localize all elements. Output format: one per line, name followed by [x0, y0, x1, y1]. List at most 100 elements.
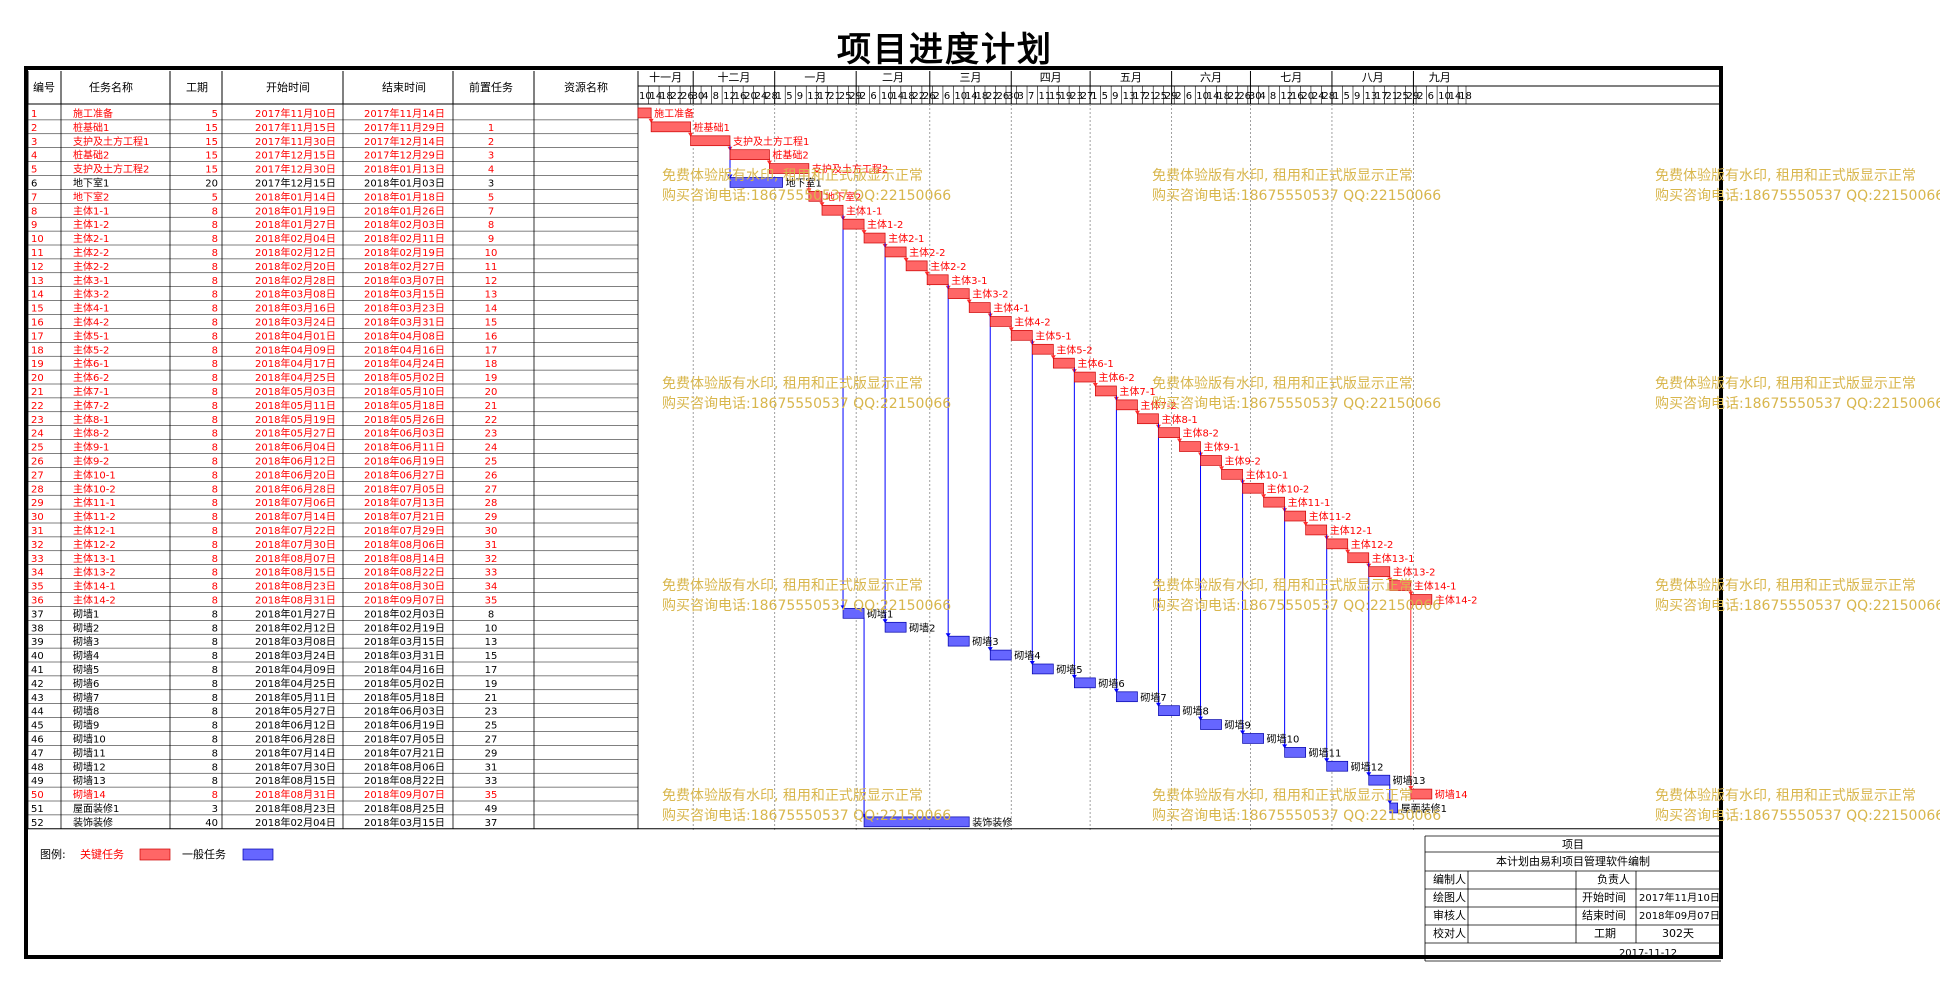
dependency-arrow	[1092, 383, 1098, 387]
task-id: 51	[31, 804, 44, 815]
task-end: 2018年02月11日	[364, 232, 445, 245]
task-bar	[905, 260, 928, 272]
task-end: 2018年02月03日	[364, 218, 445, 231]
task-end: 2018年04月24日	[364, 357, 445, 370]
task-duration: 15	[205, 165, 218, 176]
day-tick-label: 22	[1228, 91, 1241, 102]
day-tick-label: 30	[692, 91, 705, 102]
task-name: 砌墙5	[73, 663, 99, 676]
task-start: 2018年02月20日	[255, 260, 336, 273]
watermark-line-2: 购买咨询电话:18675550537 QQ:22150066	[662, 808, 951, 824]
task-id: 2	[31, 123, 37, 134]
task-id: 50	[31, 790, 44, 801]
task-start: 2018年08月23日	[255, 802, 336, 815]
task-duration: 8	[212, 707, 218, 718]
task-predecessor: 19	[485, 373, 498, 384]
dependency-arrow	[1134, 410, 1140, 415]
task-duration: 8	[212, 762, 218, 773]
task-bar-label: 主体12-2	[1351, 539, 1394, 551]
day-tick-label: 24	[1312, 91, 1325, 102]
task-start: 2018年06月28日	[255, 732, 336, 745]
task-start: 2018年04月01日	[255, 329, 336, 342]
watermark-line-1: 免费体验版有水印, 租用和正式版显示正常	[1152, 578, 1413, 594]
task-bar-label: 砌墙4	[1014, 649, 1040, 662]
dependency-arrow	[1050, 355, 1056, 360]
task-bar-label: 主体5-2	[1056, 344, 1092, 356]
day-tick-label: 20	[744, 91, 757, 102]
info-start-value: 2017年11月10日	[1639, 891, 1720, 904]
task-bar-label: 砌墙5	[1056, 663, 1082, 676]
task-id: 20	[31, 373, 44, 384]
day-tick-label: 27	[1081, 91, 1094, 102]
task-end: 2018年09月07日	[364, 788, 445, 801]
task-predecessor: 21	[485, 693, 498, 704]
task-predecessor: 31	[485, 762, 498, 773]
task-duration: 8	[212, 248, 218, 259]
task-predecessor: 8	[488, 220, 494, 231]
dependency-arrow	[727, 174, 733, 179]
task-predecessor: 12	[485, 276, 498, 287]
task-duration: 8	[212, 331, 218, 342]
dependency-arrow	[806, 188, 812, 193]
task-start: 2018年04月17日	[255, 357, 336, 370]
watermark-line-2: 购买咨询电话:18675550537 QQ:22150066	[1655, 396, 1940, 412]
task-predecessor: 15	[485, 651, 498, 662]
day-tick-label: 29	[849, 91, 862, 102]
task-duration: 5	[212, 192, 218, 203]
task-predecessor: 10	[485, 248, 498, 259]
task-end: 2018年04月16日	[364, 663, 445, 676]
task-name: 支护及土方工程2	[73, 163, 149, 176]
task-duration: 8	[212, 790, 218, 801]
legend-label: 图例:	[40, 847, 66, 861]
task-start: 2018年05月11日	[255, 399, 336, 412]
watermark-line-2: 购买咨询电话:18675550537 QQ:22150066	[662, 396, 951, 412]
task-predecessor: 9	[488, 234, 494, 245]
task-duration: 8	[212, 387, 218, 398]
task-duration: 8	[212, 470, 218, 481]
task-bar-label: 砌墙9	[1225, 719, 1251, 732]
task-id: 31	[31, 526, 44, 537]
task-end: 2018年03月23日	[364, 302, 445, 315]
task-bar-label: 砌墙6	[1098, 677, 1124, 690]
task-bar-label: 主体10-2	[1267, 483, 1310, 495]
task-name: 支护及土方工程1	[73, 135, 149, 148]
dependency-arrow	[1387, 800, 1393, 804]
task-duration: 8	[212, 540, 218, 551]
task-duration: 8	[212, 568, 218, 579]
task-predecessor: 10	[485, 623, 498, 634]
day-tick-label: 6	[1428, 91, 1434, 102]
task-duration: 8	[212, 679, 218, 690]
task-predecessor: 24	[485, 443, 498, 454]
task-id: 16	[31, 317, 44, 328]
task-end: 2017年12月14日	[364, 135, 445, 148]
day-tick-label: 26	[996, 91, 1009, 102]
task-duration: 8	[212, 373, 218, 384]
task-start: 2018年01月19日	[255, 204, 336, 217]
task-name: 主体7-1	[73, 386, 109, 398]
task-start: 2018年07月14日	[255, 746, 336, 759]
day-tick-label: 10	[1196, 91, 1209, 102]
task-name: 砌墙3	[73, 635, 99, 648]
task-name: 砌墙12	[73, 760, 106, 773]
task-predecessor: 23	[485, 429, 498, 440]
task-id: 27	[31, 470, 44, 481]
task-duration: 8	[212, 345, 218, 356]
task-bar	[821, 204, 844, 216]
task-end: 2018年07月05日	[364, 482, 445, 495]
task-id: 39	[31, 637, 44, 648]
day-tick-label: 18	[1459, 91, 1472, 102]
task-bar	[863, 232, 886, 244]
task-start: 2017年12月30日	[255, 163, 336, 176]
task-id: 38	[31, 623, 44, 634]
task-id: 19	[31, 359, 44, 370]
task-bar-label: 支护及土方工程2	[812, 163, 888, 176]
task-predecessor: 35	[485, 790, 498, 801]
task-bar	[1410, 594, 1433, 605]
task-duration: 8	[212, 443, 218, 454]
task-start: 2018年08月07日	[255, 552, 336, 565]
task-predecessor: 18	[485, 359, 498, 370]
task-start: 2018年07月30日	[255, 760, 336, 773]
day-tick-label: 2	[860, 91, 866, 102]
task-start: 2017年12月15日	[255, 176, 336, 189]
task-bar-label: 主体10-1	[1246, 469, 1289, 481]
